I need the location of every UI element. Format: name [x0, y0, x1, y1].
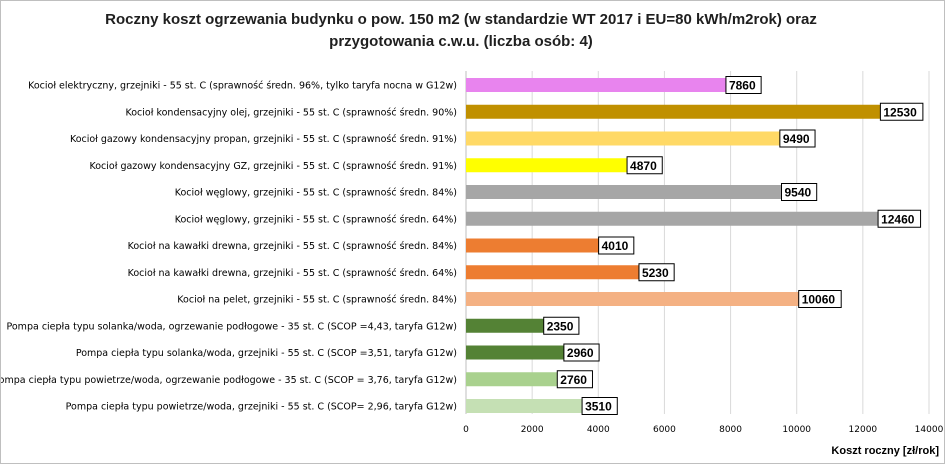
- data-label: 4010: [602, 239, 629, 253]
- x-tick-label: 10000: [782, 425, 811, 435]
- data-label: 9540: [785, 186, 812, 200]
- category-label: Pompa ciepła typu solanka/woda, grzejnik…: [76, 348, 457, 359]
- category-label: Pompa ciepła typu solanka/woda, ogrzewan…: [6, 321, 457, 332]
- data-label-box: [877, 209, 922, 228]
- bar: [466, 238, 599, 253]
- data-label-box: [626, 156, 663, 175]
- category-label: Kocioł kondensacyjny olej, grzejniki - 5…: [125, 107, 457, 118]
- bar: [466, 265, 639, 280]
- data-label: 12530: [883, 105, 917, 119]
- data-label-box: [563, 343, 600, 362]
- x-axis-title: Koszt roczny [zł/rok]: [831, 445, 939, 457]
- data-label-box: [779, 129, 816, 148]
- data-label: 3510: [585, 400, 612, 414]
- x-tick-label: 6000: [653, 425, 676, 435]
- category-label: Kocioł elektryczny, grzejniki - 55 st. C…: [28, 81, 457, 92]
- bar: [466, 131, 780, 146]
- category-label: Kocioł na kawałki drewna, grzejniki - 55…: [128, 268, 457, 279]
- bar: [466, 104, 881, 119]
- data-label: 9490: [783, 132, 810, 146]
- category-label: Kocioł na kawałki drewna, grzejniki - 55…: [128, 241, 457, 252]
- x-tick-label: 8000: [719, 425, 742, 435]
- category-label: Kocioł na pelet, grzejniki - 55 st. C (s…: [177, 295, 457, 306]
- category-label: Pompa ciepła typu powietrze/woda, grzejn…: [66, 402, 457, 413]
- bar: [466, 345, 564, 360]
- category-label: Kocioł gazowy kondensacyjny GZ, grzejnik…: [89, 161, 457, 172]
- data-label-box: [543, 316, 580, 335]
- bars: 7860 12530 9490 4870 9540 12460 4010 5230 10060 2…: [466, 76, 924, 415]
- x-tick-label: 4000: [587, 425, 610, 435]
- data-label: 5230: [642, 266, 669, 280]
- bar: [466, 211, 879, 226]
- data-label: 2760: [560, 373, 587, 387]
- bar: [466, 318, 544, 333]
- bar: [466, 292, 799, 306]
- x-tick-label: 12000: [849, 425, 878, 435]
- bar: [466, 372, 558, 387]
- data-label-box: [556, 370, 593, 389]
- data-label: 2960: [567, 346, 594, 360]
- x-tick-label: 0: [463, 425, 469, 435]
- data-label-box: [725, 76, 762, 94]
- bar: [466, 78, 726, 92]
- data-label-box: [798, 290, 842, 308]
- data-label-box: [781, 183, 818, 201]
- category-label: Kocioł węglowy, grzejniki - 55 st. C (sp…: [175, 214, 457, 225]
- tick-labels: 0 2000 4000 6000 8000 10000 12000 14000: [463, 425, 943, 435]
- data-label: 7860: [729, 79, 756, 93]
- data-label: 12460: [881, 212, 915, 226]
- data-label-box: [879, 102, 924, 121]
- category-label: Kocioł gazowy kondensacyjny propan, grze…: [70, 134, 457, 145]
- bar: [466, 399, 583, 413]
- bar: [466, 158, 628, 173]
- data-label-box: [598, 236, 635, 255]
- data-label: 4870: [630, 159, 657, 173]
- category-label: Kocioł węglowy, grzejniki - 55 st. C (sp…: [175, 188, 457, 199]
- bar: [466, 185, 782, 199]
- data-label-box: [581, 397, 618, 415]
- x-tick-label: 14000: [915, 425, 944, 435]
- data-label: 2350: [547, 319, 574, 333]
- data-label: 10060: [802, 293, 836, 307]
- data-label-box: [638, 263, 675, 282]
- category-label: Pompa ciepła typu powietrze/woda, ogrzew…: [1, 375, 457, 386]
- chart-title: Roczny koszt ogrzewania budynku o pow. 1…: [105, 11, 817, 50]
- category-labels: Kocioł elektryczny, grzejniki - 55 st. C…: [1, 81, 457, 413]
- x-tick-label: 2000: [521, 425, 544, 435]
